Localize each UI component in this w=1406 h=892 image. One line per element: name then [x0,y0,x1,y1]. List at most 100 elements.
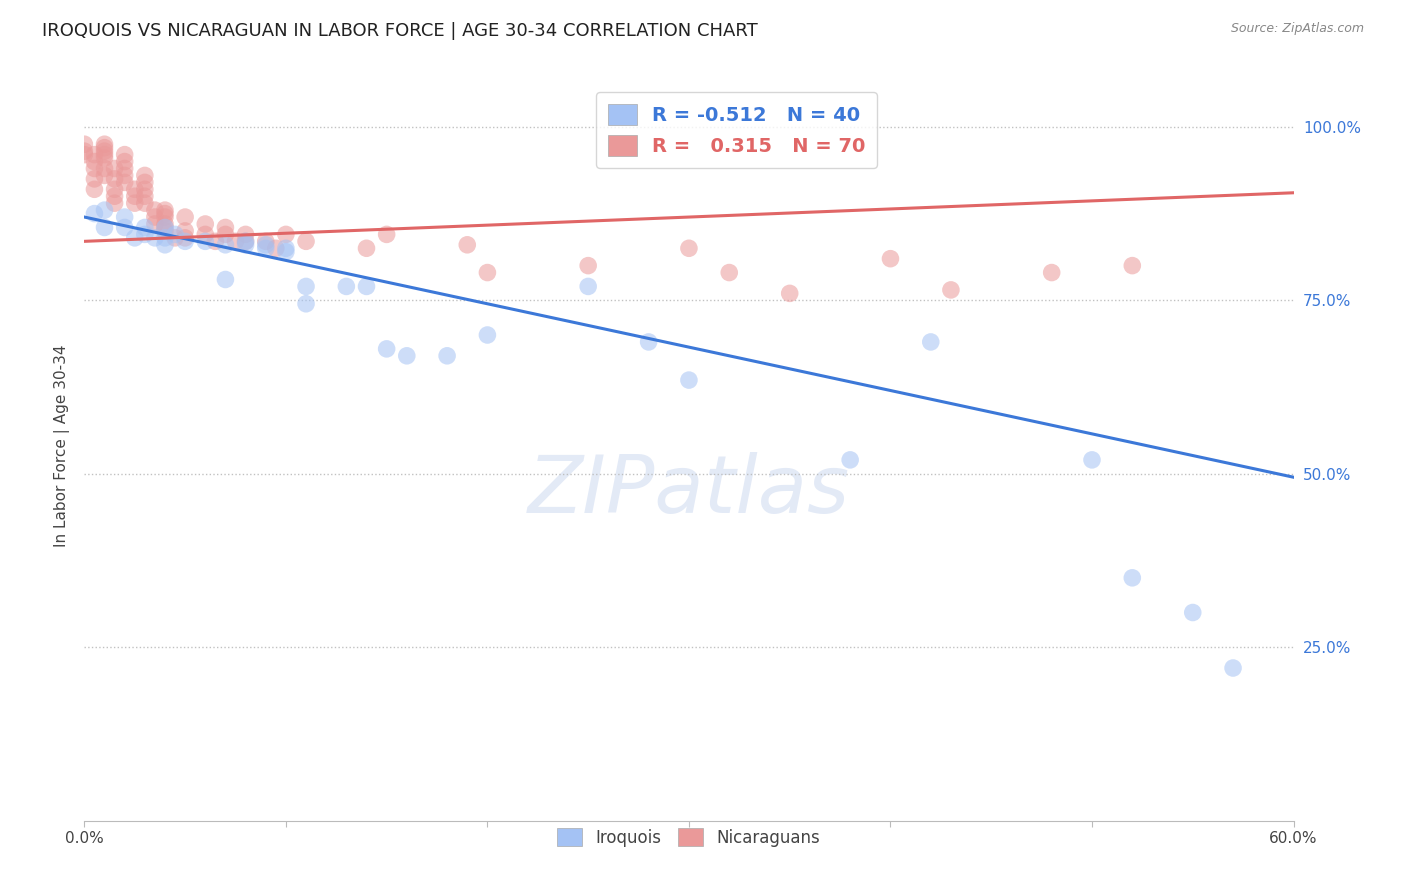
Point [104,196,127,211]
Point [678,241,700,255]
Point [93,141,115,155]
Point [93,151,115,165]
Point [83,161,105,176]
Point [174,224,197,238]
Point [254,235,277,249]
Point [295,235,318,249]
Text: Source: ZipAtlas.com: Source: ZipAtlas.com [1230,22,1364,36]
Text: IROQUOIS VS NICARAGUAN IN LABOR FORCE | AGE 30-34 CORRELATION CHART: IROQUOIS VS NICARAGUAN IN LABOR FORCE | … [42,22,758,40]
Point [174,235,197,249]
Point [143,231,166,245]
Point [134,189,156,203]
Y-axis label: In Labor Force | Age 30-34: In Labor Force | Age 30-34 [55,344,70,548]
Point [235,235,257,249]
Point [153,220,176,235]
Point [194,227,217,242]
Point [134,227,156,242]
Point [235,237,257,252]
Point [124,231,146,245]
Point [153,220,176,235]
Point [104,172,127,186]
Point [153,231,176,245]
Point [114,154,136,169]
Point [225,235,247,249]
Point [165,231,187,245]
Point [214,237,236,252]
Point [83,147,105,161]
Point [104,182,127,196]
Point [134,220,156,235]
Point [235,235,257,249]
Point [114,161,136,176]
Point [295,297,318,311]
Point [477,266,499,280]
Point [93,169,115,183]
Point [134,182,156,196]
Point [93,220,115,235]
Point [114,210,136,224]
Point [114,175,136,189]
Point [1181,606,1204,620]
Point [274,244,297,259]
Point [214,220,236,235]
Legend: Iroquois, Nicaraguans: Iroquois, Nicaraguans [551,822,827,854]
Point [93,144,115,158]
Point [274,241,297,255]
Point [134,169,156,183]
Point [73,147,96,161]
Point [83,206,105,220]
Point [477,328,499,343]
Point [194,217,217,231]
Point [153,210,176,224]
Point [134,196,156,211]
Point [73,137,96,152]
Point [83,154,105,169]
Point [678,373,700,387]
Point [375,227,398,242]
Point [134,175,156,189]
Point [143,217,166,231]
Point [93,147,115,161]
Point [124,182,146,196]
Point [114,147,136,161]
Point [920,334,942,349]
Point [124,189,146,203]
Point [165,227,187,242]
Point [1121,571,1143,585]
Point [194,235,217,249]
Point [576,279,599,293]
Point [1081,453,1104,467]
Text: ZIPatlas: ZIPatlas [527,452,851,530]
Point [295,279,318,293]
Point [356,241,378,255]
Point [143,203,166,218]
Point [264,241,287,255]
Point [235,227,257,242]
Point [153,217,176,231]
Point [153,206,176,220]
Point [83,172,105,186]
Point [576,259,599,273]
Point [879,252,901,266]
Point [153,224,176,238]
Point [335,279,357,293]
Point [204,235,226,249]
Point [1040,266,1063,280]
Point [124,196,146,211]
Point [395,349,418,363]
Point [1222,661,1244,675]
Point [214,272,236,286]
Point [1121,259,1143,273]
Point [637,334,659,349]
Point [214,227,236,242]
Point [718,266,741,280]
Point [104,161,127,176]
Point [93,203,115,218]
Point [93,137,115,152]
Point [153,203,176,218]
Point [939,283,962,297]
Point [356,279,378,293]
Point [375,342,398,356]
Point [104,189,127,203]
Point [174,231,197,245]
